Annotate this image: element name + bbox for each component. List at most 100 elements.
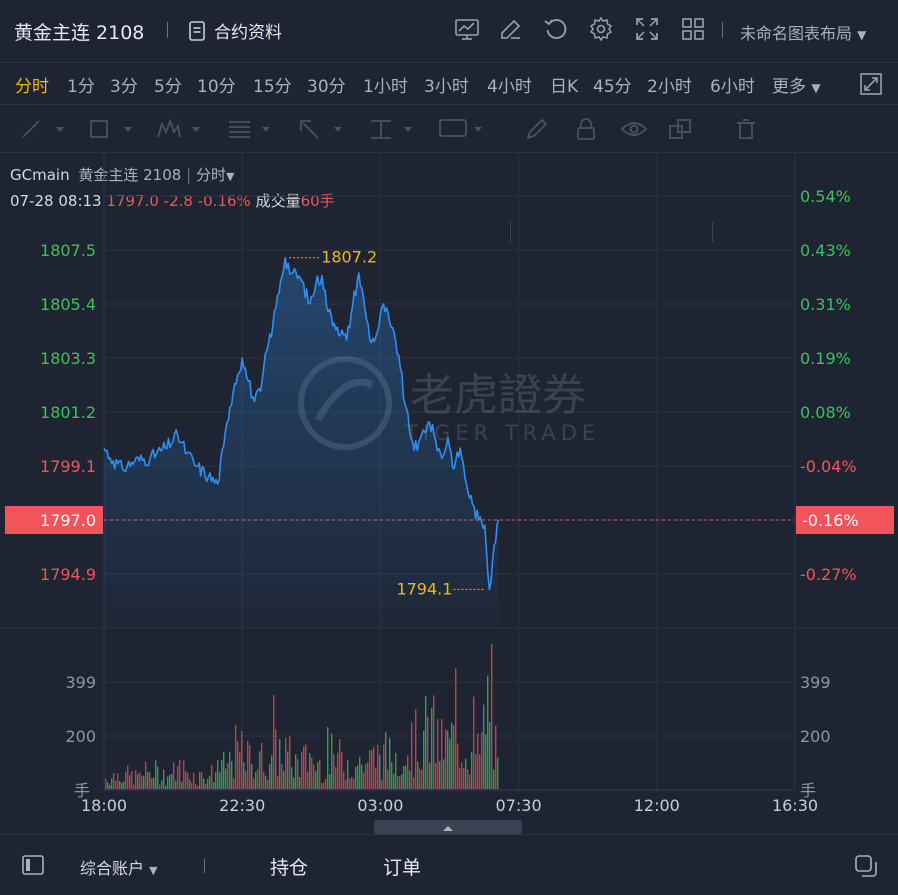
wave-pattern-tool-icon[interactable] xyxy=(156,118,200,140)
expand-icon[interactable] xyxy=(859,72,883,96)
arrow-tool-icon[interactable] xyxy=(298,118,342,140)
volume-bar xyxy=(465,758,467,789)
period-tab[interactable]: 30分 xyxy=(307,77,346,97)
period-tab[interactable]: 1分 xyxy=(67,77,95,97)
chart-analysis-icon[interactable] xyxy=(454,16,480,42)
period-selector[interactable]: 分时▼ xyxy=(196,166,234,184)
volume-bar xyxy=(267,779,269,789)
volume-bar xyxy=(287,751,289,789)
footer-divider xyxy=(204,859,205,873)
current-price-badge xyxy=(5,506,103,534)
instrument-title[interactable]: 黄金主连 2108 xyxy=(14,22,145,44)
panel-expand-handle[interactable] xyxy=(374,820,522,834)
volume-bar xyxy=(261,742,263,789)
account-selector[interactable]: 综合账户 ▼ xyxy=(80,855,158,879)
grid-layout-icon[interactable] xyxy=(680,16,706,42)
volume-bar xyxy=(495,725,497,789)
period-tab[interactable]: 5分 xyxy=(154,77,182,97)
volume-bar xyxy=(413,777,415,789)
volume-bar xyxy=(391,762,393,789)
price-tick-label: 1794.9 xyxy=(40,565,96,584)
brush-icon[interactable] xyxy=(524,118,550,140)
volume-bar xyxy=(461,762,463,789)
more-periods-button[interactable]: 更多 ▼ xyxy=(772,72,821,97)
volume-bar xyxy=(297,758,299,789)
period-tab[interactable]: 3小时 xyxy=(424,77,469,97)
fibonacci-tool-icon[interactable] xyxy=(226,118,270,140)
period-tab[interactable]: 10分 xyxy=(197,77,236,97)
price-chart[interactable]: 老虎證券 TIGER TRADE 1807.51805.41803.31801.… xyxy=(0,150,898,820)
volume-bar xyxy=(215,772,217,789)
copy-layers-icon[interactable] xyxy=(668,118,694,140)
volume-bar xyxy=(211,764,213,789)
time-tick-label: 12:00 xyxy=(634,796,680,815)
volume-bar xyxy=(109,784,111,789)
volume-bar xyxy=(315,771,317,789)
volume-bar xyxy=(303,746,305,789)
volume-bar xyxy=(201,771,203,789)
trend-line-tool-icon[interactable] xyxy=(20,118,64,140)
volume-bar xyxy=(483,704,485,789)
orders-tab[interactable]: 订单 xyxy=(383,857,422,879)
text-label-tool-icon[interactable] xyxy=(438,118,482,140)
period-tab[interactable]: 日K xyxy=(550,77,579,97)
volume-bar xyxy=(301,751,303,789)
volume-bar xyxy=(487,675,489,789)
period-tab[interactable]: 分时 xyxy=(15,77,49,97)
volume-bar xyxy=(481,732,483,789)
volume-bar xyxy=(105,778,107,789)
volume-bar xyxy=(305,744,307,789)
volume-bar xyxy=(281,763,283,789)
edit-icon[interactable] xyxy=(498,16,524,42)
volume-bar xyxy=(283,770,285,789)
volume-bar xyxy=(231,761,233,789)
volume-bar xyxy=(439,761,441,789)
period-tab[interactable]: 1小时 xyxy=(363,77,408,97)
refresh-icon[interactable] xyxy=(543,16,569,42)
volume-bar xyxy=(151,778,153,789)
volume-bar xyxy=(259,751,261,789)
period-tab[interactable]: 45分 xyxy=(593,77,632,97)
eye-visibility-icon[interactable] xyxy=(620,118,648,140)
popout-window-icon[interactable] xyxy=(855,855,877,877)
volume-bar xyxy=(453,725,455,789)
volume-bar xyxy=(377,744,379,789)
volume-bar xyxy=(271,755,273,789)
volume-bar xyxy=(497,757,499,789)
volume-bar xyxy=(435,762,437,789)
percent-tick-label: 0.31% xyxy=(800,295,851,314)
price-range-tool-icon[interactable] xyxy=(368,118,412,140)
period-tab[interactable]: 3分 xyxy=(110,77,138,97)
trash-icon[interactable] xyxy=(734,118,758,140)
volume-tick-label: 399 xyxy=(800,673,831,692)
rectangle-tool-icon[interactable] xyxy=(88,118,132,140)
period-tab[interactable]: 15分 xyxy=(253,77,292,97)
volume-bar xyxy=(237,741,239,789)
volume-bar xyxy=(469,774,471,789)
contract-info-button[interactable]: 合约资料 xyxy=(188,18,282,43)
percent-tick-label: -0.04% xyxy=(800,457,857,476)
crosshair-readout: 07-28 08:13 1797.0 -2.8 -0.16% 成交量60手 xyxy=(10,190,335,211)
axis-labels: 1807.5 1805.4 1803.3 1801.2 1799.1 1794.9 0.54… xyxy=(5,187,894,815)
sidebar-toggle-icon[interactable] xyxy=(22,855,44,875)
period-tab[interactable]: 6小时 xyxy=(710,77,755,97)
period-tab[interactable]: 2小时 xyxy=(647,77,692,97)
settings-gear-icon[interactable] xyxy=(588,16,614,42)
volume-bar xyxy=(265,775,267,789)
volume-bar xyxy=(321,783,323,789)
fullscreen-icon[interactable] xyxy=(634,16,660,42)
layout-selector[interactable]: 未命名图表布局 ▼ xyxy=(740,20,866,44)
price-tick-label: 1805.4 xyxy=(40,295,96,314)
lock-icon[interactable] xyxy=(574,118,598,140)
volume-bar xyxy=(175,780,177,789)
volume-bar xyxy=(323,782,325,789)
volume-bar xyxy=(463,768,465,789)
volume-bar xyxy=(491,643,493,789)
volume-bar xyxy=(143,775,145,789)
volume-bar xyxy=(429,762,431,789)
volume-bar xyxy=(311,757,313,789)
caret-down-icon: ▼ xyxy=(149,864,158,877)
positions-tab[interactable]: 持仓 xyxy=(270,857,309,879)
volume-bar xyxy=(343,771,345,789)
period-tab[interactable]: 4小时 xyxy=(487,77,532,97)
